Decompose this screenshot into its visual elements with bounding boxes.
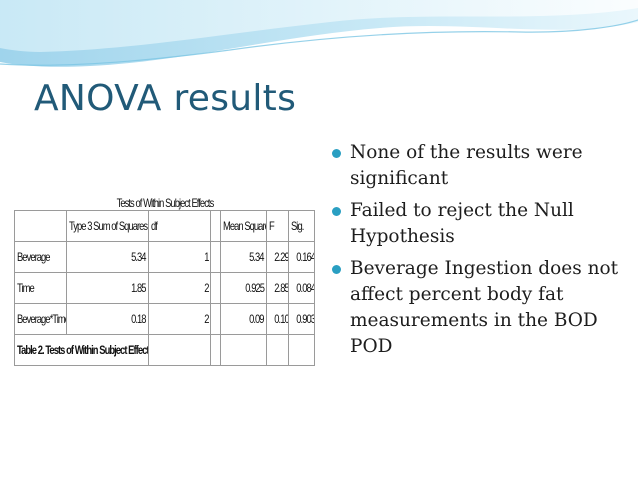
table-cell: 2 (148, 272, 211, 304)
table-cell (266, 334, 289, 366)
table-cell (148, 334, 211, 366)
table-row: Beverage 5.34 1 5.34 2.296 0.164 (14, 241, 316, 273)
wave-band-front (0, 0, 638, 52)
table-cell (287, 334, 316, 366)
table-cell: 2 (148, 303, 211, 335)
table-cell (210, 334, 221, 366)
header-cell: df (148, 210, 211, 242)
table-caption: Table 2. Tests of Within Subject Effects (14, 334, 149, 366)
bullet-dot-icon (332, 149, 341, 158)
header-cell (14, 210, 67, 242)
bullet-text: Failed to reject the Null Hypothesis (350, 200, 574, 247)
table-cell (210, 241, 221, 273)
wave-line (0, 19, 638, 66)
table-title-row: Tests of Within Subject Effects (14, 176, 315, 211)
row-label: Time (14, 272, 67, 304)
table-cell: 1 (148, 241, 211, 273)
header-cell (210, 210, 221, 242)
table-cell (210, 272, 221, 304)
header-cell: Type 3 Sum of Squares (66, 210, 149, 242)
table-caption-row: Table 2. Tests of Within Subject Effects (14, 334, 316, 366)
header-cell: F (266, 210, 289, 242)
table-row: Beverage*Time 0.18 2 0.09 0.102 0.903 (14, 303, 316, 335)
table-cell: 0.925 (220, 272, 267, 304)
header-cell: Mean Square (220, 210, 267, 242)
table-header-row: Type 3 Sum of Squares df Mean Square F S… (14, 210, 316, 242)
table-cell (210, 303, 221, 335)
anova-table: Tests of Within Subject Effects Type 3 S… (14, 176, 316, 366)
table-cell: 1.85 (66, 272, 149, 304)
table-row: Time 1.85 2 0.925 2.857 0.084 (14, 272, 316, 304)
row-label: Beverage (14, 241, 67, 273)
bullet-item: Beverage Ingestion does not affect perce… (328, 256, 628, 360)
bullet-item: None of the results were significant (328, 140, 628, 192)
table-cell (220, 334, 267, 366)
header-wave-decoration (0, 0, 638, 67)
table-cell: 0.084 (287, 272, 316, 304)
table-title: Tests of Within Subject Effects (14, 176, 315, 211)
table-cell: 5.34 (220, 241, 267, 273)
bullet-text: None of the results were significant (350, 142, 583, 189)
table-cell: 0.102 (266, 303, 289, 335)
table-cell: 2.296 (266, 241, 289, 273)
header-cell: Sig. (287, 210, 316, 242)
slide-title: ANOVA results (34, 78, 297, 119)
table-cell: 5.34 (66, 241, 149, 273)
bullet-text: Beverage Ingestion does not affect perce… (350, 258, 619, 357)
table-cell: 0.09 (220, 303, 267, 335)
row-label: Beverage*Time (14, 303, 67, 335)
table-cell: 0.18 (66, 303, 149, 335)
table-cell: 0.164 (287, 241, 316, 273)
table-cell: 0.903 (287, 303, 316, 335)
table-cell: 2.857 (266, 272, 289, 304)
bullet-list: None of the results were significant Fai… (328, 140, 628, 366)
bullet-item: Failed to reject the Null Hypothesis (328, 198, 628, 250)
bullet-dot-icon (332, 207, 341, 216)
bullet-dot-icon (332, 265, 341, 274)
